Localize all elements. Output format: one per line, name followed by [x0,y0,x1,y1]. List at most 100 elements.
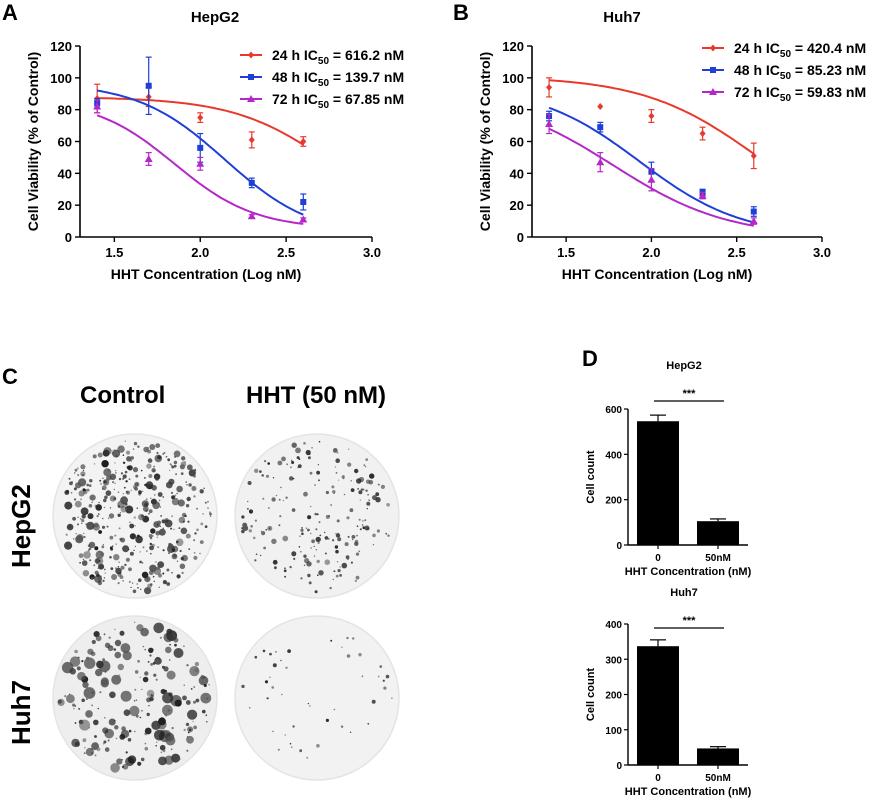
colony-dot [261,474,264,477]
colony-dish-hepg2-control [52,433,218,599]
colony-dot [199,540,204,544]
colony-dot [173,528,175,531]
colony-dot [152,575,155,578]
colony-dot [164,518,169,523]
colony-dot [120,565,125,570]
colony-dot [208,684,210,686]
colony-dot [169,643,171,646]
colony-dot [144,742,147,745]
colony-dot [280,659,282,662]
colony-dot [76,467,79,470]
colony-dot [160,751,163,754]
colony-dot [134,688,137,691]
colony-dot [66,523,74,531]
colony-dot [130,456,134,460]
colony-dot [355,575,360,580]
colony-dot [354,468,359,474]
colony-dot [296,456,300,460]
colony-dot [209,511,211,513]
colony-dot [88,541,96,549]
colony-dot [290,466,292,469]
colony-dot [86,488,90,492]
colony-dot [72,703,76,707]
colony-dot [84,747,86,749]
colony-dot [176,492,178,495]
colony-dot [316,470,320,475]
colony-dot [289,476,294,481]
colony-dot [259,554,262,557]
colony-dot [115,472,117,474]
colony-dot [102,477,104,479]
colony-dot [144,727,152,735]
colony-dot [142,676,149,683]
colony-dot [102,544,104,546]
colony-dot [179,549,182,553]
colony-dot [334,466,337,468]
chart-d2-x-label: HHT Concentration (nM) [625,786,752,798]
colony-dot [376,529,380,533]
chart-a-ytick-label: 80 [58,103,72,118]
colony-dot [117,663,125,671]
colony-dot [310,547,312,549]
colony-dot [83,687,96,699]
chart-b-data-point-2 [698,191,707,199]
colony-dot [124,502,128,506]
colony-dot [162,704,173,716]
colony-dot [359,528,362,531]
colony-dot [65,533,68,536]
colony-dot [379,665,383,668]
colony-dot [145,550,148,553]
colony-dot [100,483,102,485]
colony-dot [127,755,137,764]
colony-dot [193,539,196,542]
colony-dot [173,648,184,658]
colony-dot [178,757,181,761]
colony-dot [291,442,297,448]
colony-dot [303,554,307,558]
colony-dish-huh7-control [52,615,218,781]
colony-dot [314,590,318,594]
colony-dot [107,517,110,519]
colony-dot [76,666,81,671]
colony-dot [138,513,145,521]
colony-row-label-hepg2: HepG2 [6,484,36,568]
chart-b-data-point-2 [749,217,758,225]
colony-dot [200,692,212,704]
colony-dot [148,705,150,707]
colony-dot [84,490,86,492]
colony-dot [291,508,296,512]
colony-dot [348,448,350,450]
colony-dot [272,559,278,565]
chart-b-fit-curve-0 [549,79,755,155]
colony-dot [311,539,315,544]
colony-dot [261,531,266,536]
chart-d2-ytick-label: 0 [616,761,622,772]
colony-dot [274,566,277,570]
dish-plate [234,615,400,781]
colony-dot [327,537,330,540]
colony-dot [254,519,257,522]
chart-b-data-point-0 [699,130,706,138]
colony-dot [168,469,171,472]
colony-dot [325,490,329,495]
colony-dot [130,460,132,462]
colony-dot [64,695,67,698]
colony-dot [313,545,315,548]
colony-dot [333,492,335,495]
panel-label-a: A [2,0,18,25]
chart-d1-ytick-label: 0 [616,541,622,552]
colony-dot [150,663,153,666]
colony-dot [263,546,266,550]
colony-dot [174,760,176,762]
colony-dot [139,676,141,678]
colony-dot [185,504,190,508]
colony-dot [382,679,385,682]
colony-dot [115,455,118,457]
colony-dot [114,628,116,631]
chart-b-data-point-0 [546,83,553,91]
colony-dot [168,692,173,697]
colony-dot [64,541,73,550]
colony-dot [365,479,371,484]
colony-dot [131,582,134,584]
colony-dot [91,704,93,707]
